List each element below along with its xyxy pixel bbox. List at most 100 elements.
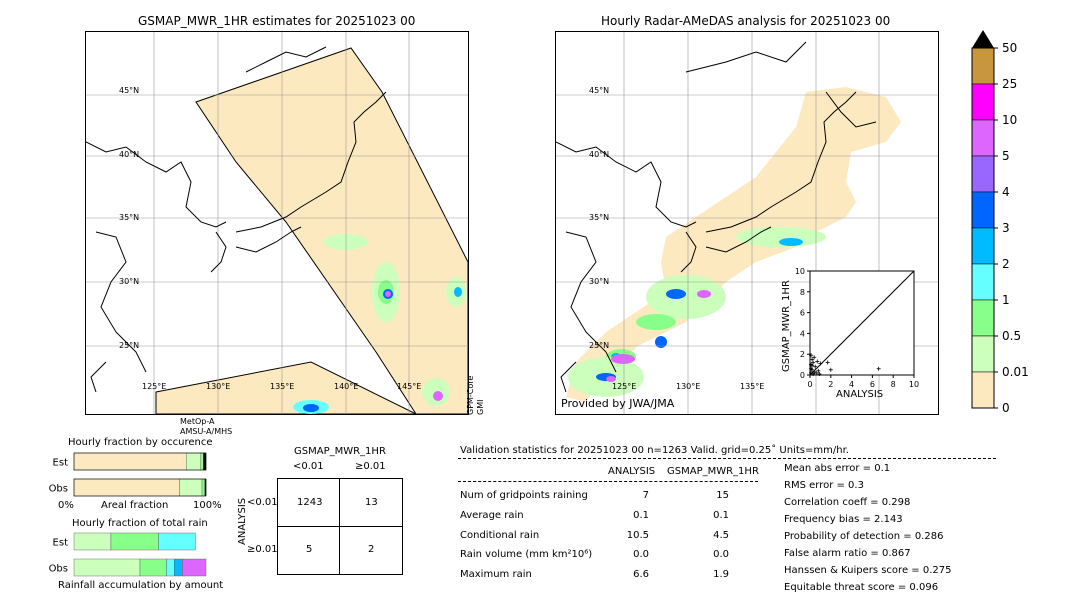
rain-fraction-xlabel: Rainfall accumulation by amount	[58, 580, 224, 591]
score-line: Frequency bias = 2.143	[784, 514, 903, 525]
bar-segment	[203, 452, 207, 471]
cell-hits-none: 1243	[297, 497, 323, 508]
lon-label: 145°E	[397, 382, 422, 391]
rain-fraction-bars: Est Obs	[49, 532, 207, 577]
scatter-inset: 0 2 4 6 8 10 0 2 4 6 8 10	[780, 263, 920, 403]
occurrence-tick-100: 100%	[193, 500, 222, 511]
occurrence-tick-0: 0%	[58, 500, 74, 511]
bar-category-label: Obs	[49, 484, 68, 495]
bar-segment	[182, 558, 207, 577]
lat-label: 25°N	[119, 341, 140, 350]
table-divider	[278, 526, 402, 527]
bar-segment	[201, 478, 205, 497]
score-line: Probability of detection = 0.286	[784, 531, 944, 542]
lon-label: 130°E	[676, 382, 701, 391]
colorbar-segment	[971, 119, 995, 157]
score-line: False alarm ratio = 0.867	[784, 548, 911, 559]
lat-label: 25°N	[589, 341, 610, 350]
sensor-label: AMSU-A/MHS	[180, 427, 233, 436]
left-map-grid	[86, 32, 468, 414]
scatter-point	[812, 355, 817, 360]
lat-label: 45°N	[589, 86, 610, 95]
sensor-label: GMI	[476, 399, 485, 415]
lon-label: 125°E	[142, 382, 167, 391]
scatter-point	[828, 367, 833, 372]
row-analysis: 10.5	[626, 530, 649, 541]
occurrence-chart: Est Obs	[40, 450, 230, 520]
contingency-row-lt: <0.01	[247, 497, 278, 508]
scatter-point	[813, 364, 818, 369]
x-tick-label: 4	[849, 380, 854, 389]
colorbar-label: 5	[1002, 149, 1010, 163]
lat-label: 35°N	[119, 213, 140, 222]
colorbar-segment	[971, 263, 995, 301]
y-tick-label: 0	[800, 371, 805, 380]
colorbar-label: 25	[1002, 77, 1017, 91]
lat-label: 30°N	[119, 277, 140, 286]
cell-false-alarm: 13	[365, 497, 378, 508]
scatter-point	[810, 357, 815, 362]
contingency-col-ge: ≥0.01	[355, 461, 386, 472]
contingency-row-ge: ≥0.01	[247, 544, 278, 555]
y-tick-label: 10	[795, 267, 805, 276]
rain-area	[655, 336, 667, 348]
bar-segment	[73, 478, 180, 497]
x-tick-label: 8	[891, 380, 896, 389]
rain-area	[606, 376, 616, 382]
colorbar: 50 25 10 5 4 3 2 1 0.5 0.01 0	[970, 30, 1050, 420]
scatter-xlabel: ANALYSIS	[836, 389, 884, 400]
row-label: Conditional rain	[460, 530, 540, 541]
right-map-coastline	[556, 41, 877, 393]
occurrence-xlabel: Areal fraction	[101, 500, 169, 511]
x-tick-label: 6	[870, 380, 875, 389]
rain-area	[385, 291, 391, 297]
rain-fraction-title: Hourly fraction of total rain	[72, 518, 208, 529]
y-tick-label: 8	[800, 288, 805, 297]
validation-divider	[458, 481, 758, 482]
bar-segment	[73, 452, 187, 471]
score-line: Equitable threat score = 0.096	[784, 582, 939, 593]
score-line: Correlation coeff = 0.298	[784, 497, 911, 508]
colorbar-label: 50	[1002, 41, 1017, 55]
contingency-col-lt: <0.01	[293, 461, 324, 472]
scatter-plot: 0 2 4 6 8 10 0 2 4 6 8 10	[795, 267, 919, 389]
colorbar-label: 2	[1002, 257, 1010, 271]
scatter-point	[825, 360, 830, 365]
left-map-coastline	[86, 46, 387, 393]
bar-segment	[179, 478, 203, 497]
occurrence-title: Hourly fraction by occurence	[68, 437, 213, 448]
right-map-canvas	[556, 32, 938, 414]
bar-segment	[73, 532, 112, 551]
score-line: RMS error = 0.3	[784, 480, 864, 491]
left-map-title: GSMAP_MWR_1HR estimates for 20251023 00	[138, 14, 416, 28]
swath-gmi	[195, 47, 468, 414]
left-map	[85, 31, 469, 415]
scatter-point	[812, 369, 817, 374]
row-label: Num of gridpoints raining	[460, 490, 588, 501]
colorbar-label: 4	[1002, 185, 1010, 199]
colorbar-segment	[971, 227, 995, 265]
rain-area	[611, 354, 635, 364]
scatter-point	[809, 366, 814, 371]
sensor-label: GPM-Core	[466, 375, 475, 415]
row-gsmap: 0.1	[713, 510, 729, 521]
rain-area	[736, 227, 826, 247]
bar-category-label: Est	[53, 538, 69, 549]
row-gsmap: 4.5	[713, 530, 729, 541]
col-gsmap: GSMAP_MWR_1HR	[667, 466, 759, 477]
colorbar-scale: 50 25 10 5 4 3 2 1 0.5 0.01 0	[971, 30, 1029, 415]
colorbar-segment	[971, 371, 995, 409]
lon-label: 125°E	[612, 382, 637, 391]
bar-segment	[158, 532, 196, 551]
bar-category-label: Est	[53, 458, 69, 469]
cell-miss: 5	[306, 544, 313, 555]
bar-segment	[200, 452, 204, 471]
row-gsmap: 0.0	[713, 549, 729, 560]
lat-label: 30°N	[589, 277, 610, 286]
colorbar-segment	[971, 299, 995, 337]
row-label: Average rain	[460, 510, 524, 521]
contingency-table: 1243 13 5 2	[277, 478, 403, 575]
row-analysis: 0.1	[633, 510, 649, 521]
scatter-point	[810, 363, 815, 368]
col-analysis: ANALYSIS	[608, 466, 656, 477]
